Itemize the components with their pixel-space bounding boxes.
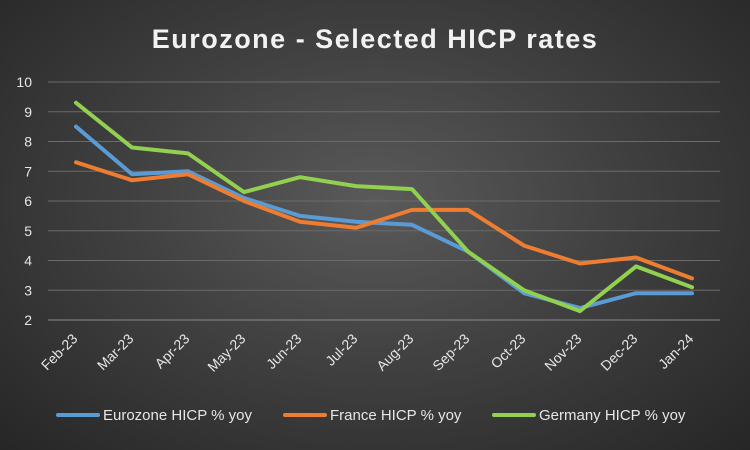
y-axis-ticks: 2 3 4 5 6 7 8 9 10 [16, 74, 32, 328]
grid [48, 81, 720, 321]
y-tick-label: 2 [24, 312, 32, 328]
y-tick-label: 10 [16, 74, 32, 90]
x-tick-label: Jun-23 [263, 330, 305, 372]
chart-title: Eurozone - Selected HICP rates [152, 24, 599, 54]
x-tick-label: Mar-23 [94, 330, 137, 373]
x-tick-label: Apr-23 [151, 330, 192, 371]
legend: Eurozone HICP % yoy France HICP % yoy Germ… [56, 407, 686, 424]
y-tick-label: 7 [24, 163, 32, 179]
x-axis-ticks: Feb-23 Mar-23 Apr-23 May-23 Jun-23 Jul-23 Aug-… [38, 330, 697, 374]
x-tick-label: Jan-24 [655, 330, 697, 372]
legend-label: France HICP % yoy [330, 407, 462, 424]
y-tick-label: 5 [24, 223, 32, 239]
y-tick-label: 8 [24, 134, 32, 150]
y-tick-label: 9 [24, 104, 32, 120]
series-line-1 [74, 160, 694, 281]
series-lines [74, 100, 694, 314]
x-tick-label: Sep-23 [429, 330, 472, 373]
y-tick-label: 6 [24, 193, 32, 209]
series-line-2 [74, 100, 694, 314]
x-tick-label: Feb-23 [38, 330, 81, 373]
x-tick-label: Dec-23 [597, 330, 640, 373]
x-tick-label: Oct-23 [487, 330, 528, 371]
x-tick-label: Jul-23 [322, 330, 360, 368]
legend-label: Germany HICP % yoy [539, 407, 686, 424]
y-tick-label: 4 [24, 253, 32, 269]
x-tick-label: Nov-23 [541, 330, 584, 373]
x-tick-label: Aug-23 [373, 330, 416, 373]
y-tick-label: 3 [24, 282, 32, 298]
legend-label: Eurozone HICP % yoy [103, 407, 252, 424]
x-tick-label: May-23 [204, 330, 248, 374]
